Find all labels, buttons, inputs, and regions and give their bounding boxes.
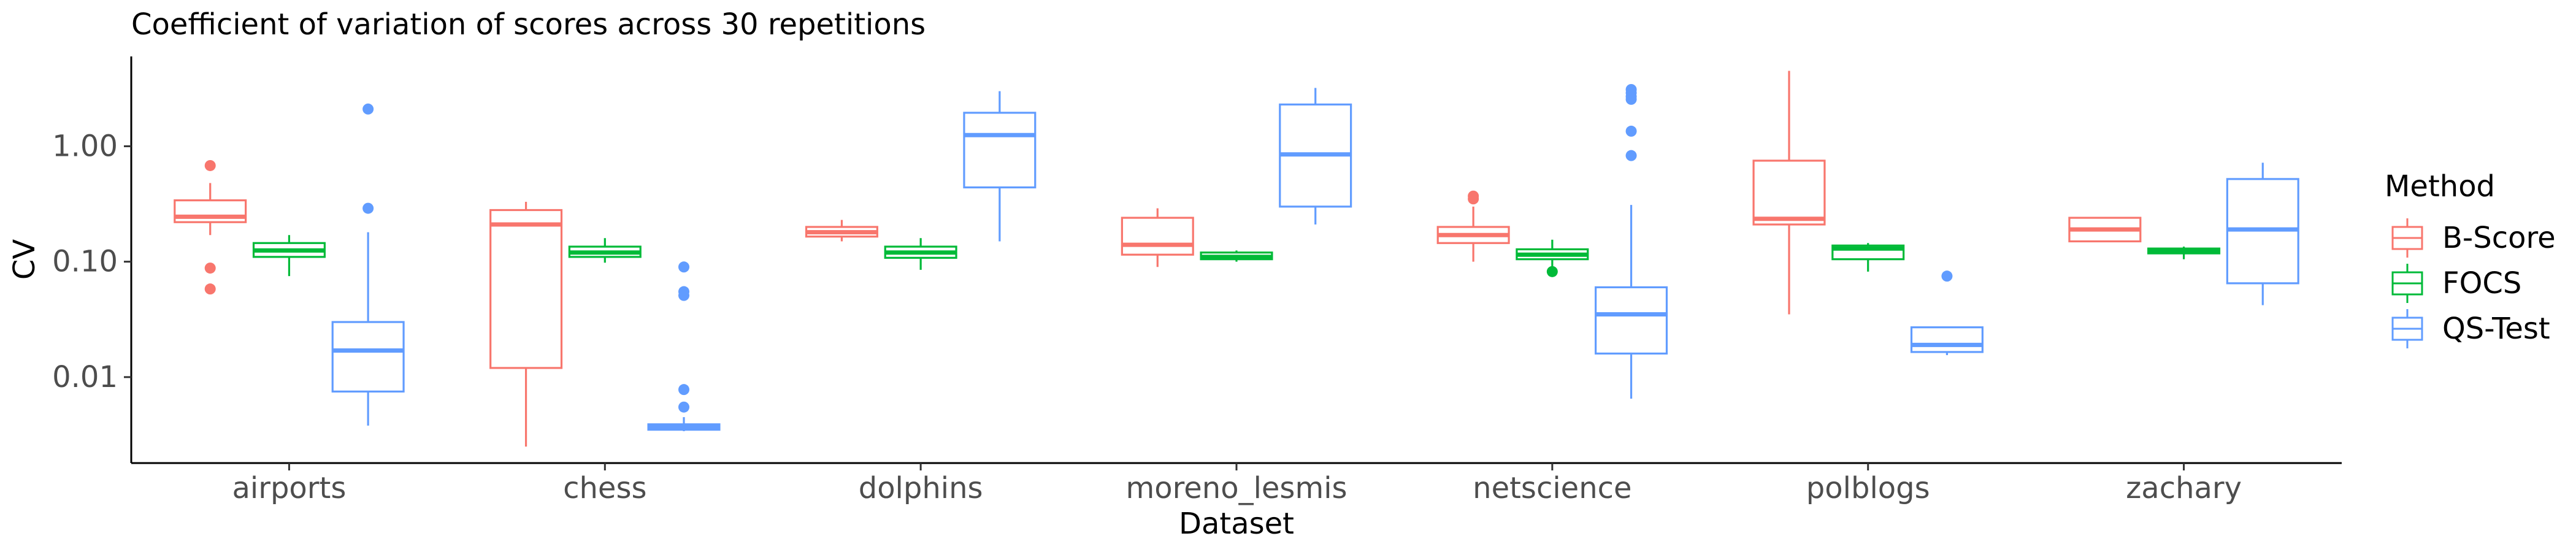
outlier-point	[678, 401, 689, 413]
box-netscience	[1595, 83, 1668, 399]
box-iqr	[1752, 159, 1826, 226]
series-focs	[252, 235, 2221, 277]
box-iqr	[1121, 217, 1194, 256]
box-dolphins	[884, 238, 957, 270]
box-zachary	[2147, 247, 2221, 259]
box-chess	[647, 261, 721, 432]
x-axis-ticks: airports chess dolphins moreno_lesmis netsci…	[232, 463, 2242, 505]
x-tick-label: zachary	[2126, 471, 2242, 505]
x-axis-title: Dataset	[1179, 507, 1294, 541]
outlier-point	[204, 283, 216, 295]
outlier-point	[1625, 150, 1637, 161]
outlier-point	[1468, 190, 1479, 202]
box-iqr	[489, 209, 563, 369]
box-netscience	[1516, 239, 1589, 277]
legend: Method B-Score FOCS QS-Test	[2385, 169, 2556, 348]
box-polblogs	[1831, 243, 1905, 272]
box-polblogs	[1910, 270, 1984, 356]
box-iqr	[1595, 286, 1668, 355]
x-tick-label: netscience	[1473, 471, 1631, 505]
box-moreno_lesmis	[1200, 250, 1273, 262]
outlier-point	[204, 263, 216, 274]
box-iqr	[963, 112, 1037, 189]
x-tick-label: polblogs	[1806, 471, 1930, 505]
legend-item-b-score: B-Score	[2391, 218, 2556, 258]
y-tick-label: 0.01	[52, 360, 118, 394]
x-tick-label: chess	[563, 471, 646, 505]
y-axis-ticks: 0.01 0.10 1.00	[52, 129, 131, 394]
outlier-point	[678, 384, 689, 396]
outlier-point	[1941, 270, 1953, 282]
outlier-point	[1546, 266, 1558, 277]
box-airports	[174, 159, 247, 295]
box-chess	[568, 238, 642, 263]
box-dolphins	[963, 91, 1037, 242]
plot-area	[174, 71, 2299, 447]
outlier-point	[678, 289, 689, 301]
series-b-score	[174, 71, 2142, 447]
x-tick-label: dolphins	[859, 471, 983, 505]
legend-label: B-Score	[2442, 221, 2556, 255]
series-qs-test	[331, 83, 2299, 432]
box-airports	[331, 103, 405, 426]
y-tick-label: 1.00	[52, 129, 118, 163]
y-axis-title: CV	[7, 239, 42, 280]
legend-title: Method	[2385, 169, 2495, 204]
outlier-point	[1625, 93, 1637, 105]
y-tick-label: 0.10	[52, 245, 118, 279]
legend-label: FOCS	[2442, 266, 2521, 301]
outlier-point	[678, 261, 689, 273]
legend-label: QS-Test	[2442, 312, 2550, 346]
legend-item-qs-test: QS-Test	[2391, 309, 2550, 348]
outlier-point	[1625, 125, 1637, 137]
box-polblogs	[1752, 71, 1826, 315]
outlier-point	[362, 202, 374, 214]
legend-item-focs: FOCS	[2391, 264, 2521, 303]
box-zachary	[2068, 217, 2142, 243]
x-tick-label: moreno_lesmis	[1125, 471, 1347, 505]
box-netscience	[1436, 190, 1510, 262]
box-airports	[252, 235, 326, 277]
box-chess	[489, 202, 563, 447]
box-iqr	[1910, 326, 1984, 353]
box-moreno_lesmis	[1279, 88, 1352, 225]
box-zachary	[2226, 163, 2299, 305]
box-dolphins	[805, 220, 878, 242]
outlier-point	[204, 159, 216, 171]
x-tick-label: airports	[232, 471, 346, 505]
chart-title: Coefficient of variation of scores acros…	[131, 7, 926, 42]
outlier-point	[362, 103, 374, 115]
box-iqr	[331, 321, 405, 393]
box-moreno_lesmis	[1121, 208, 1194, 267]
